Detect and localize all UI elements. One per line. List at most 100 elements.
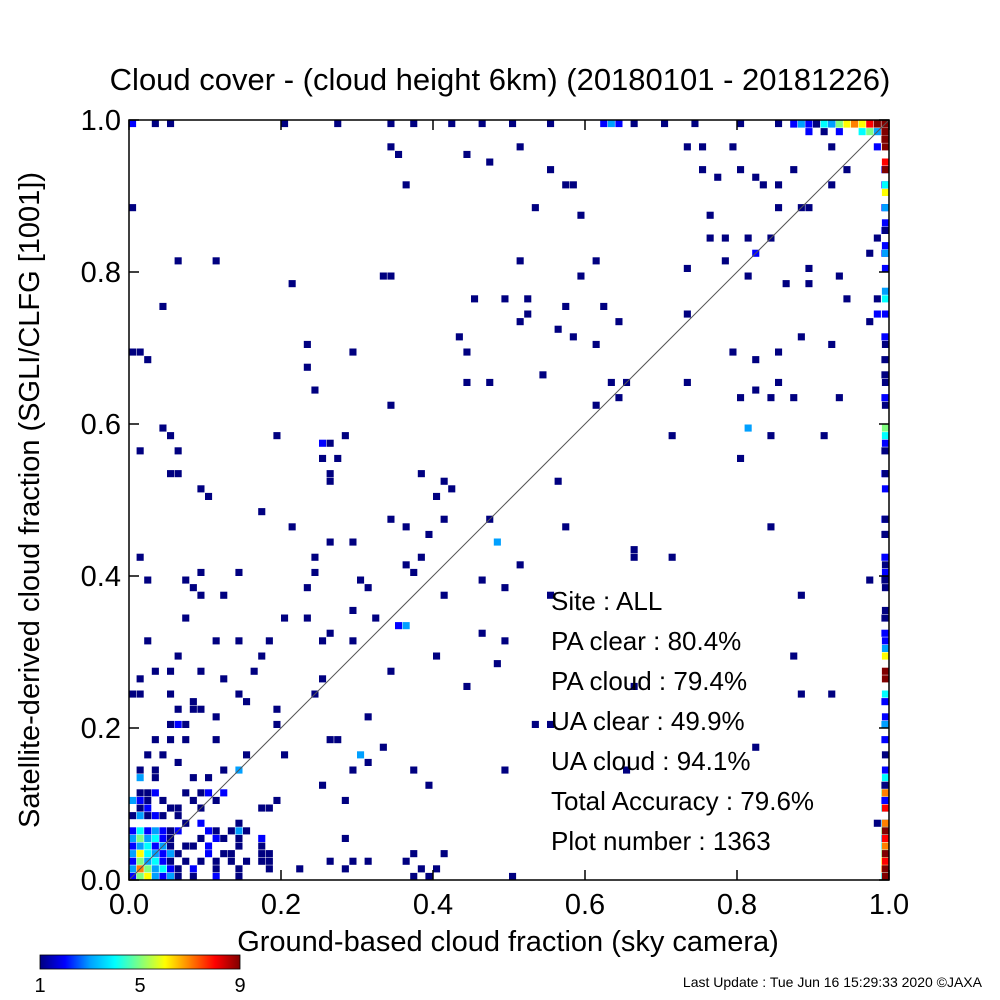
heatmap-cell <box>547 720 555 728</box>
heatmap-cell <box>144 637 152 645</box>
heatmap-cell <box>509 120 517 128</box>
heatmap-cell <box>881 143 889 151</box>
heatmap-cell <box>258 834 266 842</box>
heatmap-cell <box>835 394 843 402</box>
heatmap-cell <box>737 120 745 128</box>
heatmap-cell <box>486 158 494 166</box>
heatmap-cell <box>881 553 889 561</box>
heatmap-cell <box>144 812 152 820</box>
heatmap-cell <box>349 348 357 356</box>
heatmap-cell <box>881 264 889 272</box>
heatmap-cell <box>197 705 205 713</box>
heatmap-cell <box>243 857 251 865</box>
heatmap-cell <box>303 340 311 348</box>
heatmap-cell <box>273 796 281 804</box>
heatmap-cell <box>820 120 828 128</box>
heatmap-cell <box>136 827 144 835</box>
heatmap-cell <box>516 257 524 265</box>
heatmap-cell <box>357 576 365 584</box>
heatmap-cell <box>174 705 182 713</box>
heatmap-cell <box>144 576 152 584</box>
heatmap-cell <box>699 143 707 151</box>
heatmap-cell <box>471 295 479 303</box>
heatmap-cell <box>159 872 167 880</box>
heatmap-cell <box>790 166 798 174</box>
heatmap-cell <box>828 340 836 348</box>
heatmap-cell <box>349 538 357 546</box>
heatmap-cell <box>402 523 410 531</box>
heatmap-cell <box>737 166 745 174</box>
heatmap-cell <box>387 143 395 151</box>
y-tick-label: 0.6 <box>81 409 121 441</box>
heatmap-cell <box>167 432 175 440</box>
heatmap-cell <box>790 652 798 660</box>
heatmap-cell <box>136 834 144 842</box>
heatmap-cell <box>273 720 281 728</box>
heatmap-cell <box>159 302 167 310</box>
heatmap-cell <box>303 363 311 371</box>
heatmap-cell <box>797 690 805 698</box>
heatmap-cell <box>311 386 319 394</box>
stats-line: Site : ALL <box>551 586 662 616</box>
heatmap-cell <box>265 804 273 812</box>
heatmap-cell <box>189 698 197 706</box>
heatmap-cell <box>630 546 638 554</box>
heatmap-cell <box>136 690 144 698</box>
heatmap-cell <box>775 204 783 212</box>
heatmap-cell <box>349 766 357 774</box>
heatmap-cell <box>737 394 745 402</box>
heatmap-cell <box>881 629 889 637</box>
y-axis-ticks: 0.0 0.2 0.4 0.6 0.8 1.0 <box>81 105 889 897</box>
heatmap-cell <box>273 705 281 713</box>
heatmap-cell <box>326 477 334 485</box>
heatmap-cell <box>729 348 737 356</box>
heatmap-cell <box>281 751 289 759</box>
heatmap-cell <box>881 340 889 348</box>
heatmap-cell <box>547 166 555 174</box>
heatmap-cell <box>182 720 190 728</box>
heatmap-cell <box>235 872 243 880</box>
heatmap-cell <box>364 857 372 865</box>
heatmap-cell <box>881 295 889 303</box>
heatmap-cell <box>174 865 182 873</box>
heatmap-cell <box>243 751 251 759</box>
heatmap-cell <box>174 447 182 455</box>
heatmap-cell <box>174 804 182 812</box>
y-tick-label: 1.0 <box>81 105 121 137</box>
heatmap-cell <box>227 850 235 858</box>
heatmap-cell <box>828 120 836 128</box>
x-tick-label: 0.0 <box>109 889 149 921</box>
heatmap-cell <box>873 310 881 318</box>
heatmap-cell <box>752 173 760 181</box>
heatmap-cell <box>417 470 425 478</box>
heatmap-cell <box>136 766 144 774</box>
heatmap-cell <box>136 872 144 880</box>
heatmap-cell <box>729 143 737 151</box>
heatmap-cell <box>197 485 205 493</box>
heatmap-cell <box>235 865 243 873</box>
heatmap-cell <box>387 401 395 409</box>
heatmap-cell <box>600 302 608 310</box>
heatmap-cell <box>881 249 889 257</box>
heatmap-cell <box>159 834 167 842</box>
heatmap-cell <box>607 378 615 386</box>
stats-line: Plot number : 1363 <box>551 826 771 856</box>
heatmap-cell <box>212 827 220 835</box>
heatmap-cell <box>509 872 517 880</box>
heatmap-cell <box>881 470 889 478</box>
heatmap-cell <box>349 637 357 645</box>
heatmap-cell <box>220 789 228 797</box>
heatmap-cell <box>881 819 889 827</box>
heatmap-cell <box>212 834 220 842</box>
heatmap-cell <box>493 660 501 668</box>
heatmap-cell <box>881 850 889 858</box>
stats-line: Total Accuracy : 79.6% <box>551 786 814 816</box>
heatmap-cell <box>212 872 220 880</box>
heatmap-cell <box>478 629 486 637</box>
heatmap-cell <box>182 576 190 584</box>
heatmap-cell <box>167 690 175 698</box>
heatmap-cell <box>737 454 745 462</box>
heatmap-cell <box>189 865 197 873</box>
heatmap-cell <box>797 120 805 128</box>
heatmap-cell <box>258 842 266 850</box>
